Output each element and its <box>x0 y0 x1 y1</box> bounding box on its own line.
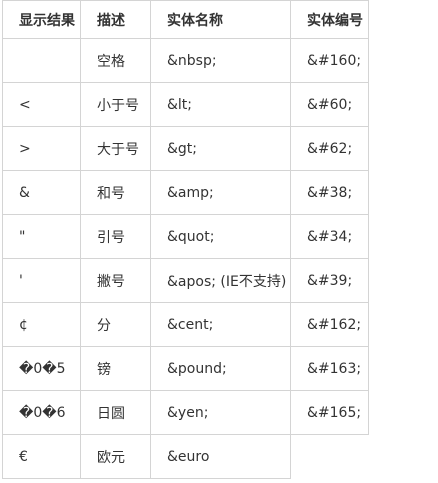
cell-description: 小于号 <box>80 82 151 127</box>
cell-entity-name: &yen; <box>150 390 291 435</box>
cell-display-result: " <box>2 214 81 259</box>
table-row: > 大于号 &gt; &#62; <box>2 126 369 171</box>
header-entity-number: 实体编号 <box>290 0 369 39</box>
cell-description: 引号 <box>80 214 151 259</box>
cell-display-result: ¢ <box>2 302 81 347</box>
cell-entity-name: &quot; <box>150 214 291 259</box>
cell-display-result: & <box>2 170 81 215</box>
cell-description: 大于号 <box>80 126 151 171</box>
cell-description: 和号 <box>80 170 151 215</box>
table-row: �0�6 日圆 &yen; &#165; <box>2 390 369 435</box>
cell-entity-name: &euro <box>150 434 291 479</box>
cell-display-result: < <box>2 82 81 127</box>
cell-display-result <box>2 38 81 83</box>
cell-entity-number: &#163; <box>290 346 369 391</box>
cell-description: 分 <box>80 302 151 347</box>
table-row: & 和号 &amp; &#38; <box>2 170 369 215</box>
table-row: € 欧元 &euro <box>2 434 369 479</box>
table-row: ' 撇号 &apos; (IE不支持) &#39; <box>2 258 369 303</box>
cell-entity-name: &amp; <box>150 170 291 215</box>
table-row: �0�5 镑 &pound; &#163; <box>2 346 369 391</box>
header-display-result: 显示结果 <box>2 0 81 39</box>
cell-entity-number: &#60; <box>290 82 369 127</box>
cell-entity-name: &gt; <box>150 126 291 171</box>
cell-entity-name: &lt; <box>150 82 291 127</box>
cell-description: 日圆 <box>80 390 151 435</box>
cell-entity-number: &#39; <box>290 258 369 303</box>
table-row: 空格 &nbsp; &#160; <box>2 38 369 83</box>
cell-display-result: > <box>2 126 81 171</box>
cell-entity-number: &#160; <box>290 38 369 83</box>
cell-description: 撇号 <box>80 258 151 303</box>
cell-description: 镑 <box>80 346 151 391</box>
cell-entity-number-empty <box>290 434 369 479</box>
cell-entity-name: &cent; <box>150 302 291 347</box>
table-header-row: 显示结果 描述 实体名称 实体编号 <box>2 0 369 39</box>
cell-description: 空格 <box>80 38 151 83</box>
header-entity-name: 实体名称 <box>150 0 291 39</box>
cell-entity-name: &apos; (IE不支持) <box>150 258 291 303</box>
cell-display-result: € <box>2 434 81 479</box>
cell-entity-number: &#38; <box>290 170 369 215</box>
cell-entity-number: &#62; <box>290 126 369 171</box>
cell-display-result: ' <box>2 258 81 303</box>
cell-entity-name: &nbsp; <box>150 38 291 83</box>
cell-entity-number: &#34; <box>290 214 369 259</box>
header-description: 描述 <box>80 0 151 39</box>
cell-entity-number: &#165; <box>290 390 369 435</box>
table-row: ¢ 分 &cent; &#162; <box>2 302 369 347</box>
cell-display-result: �0�6 <box>2 390 81 435</box>
html-entity-table: 显示结果 描述 实体名称 实体编号 空格 &nbsp; &#160; < 小于号… <box>2 0 369 479</box>
cell-display-result: �0�5 <box>2 346 81 391</box>
table-row: " 引号 &quot; &#34; <box>2 214 369 259</box>
cell-entity-name: &pound; <box>150 346 291 391</box>
cell-entity-number: &#162; <box>290 302 369 347</box>
cell-description: 欧元 <box>80 434 151 479</box>
table-row: < 小于号 &lt; &#60; <box>2 82 369 127</box>
